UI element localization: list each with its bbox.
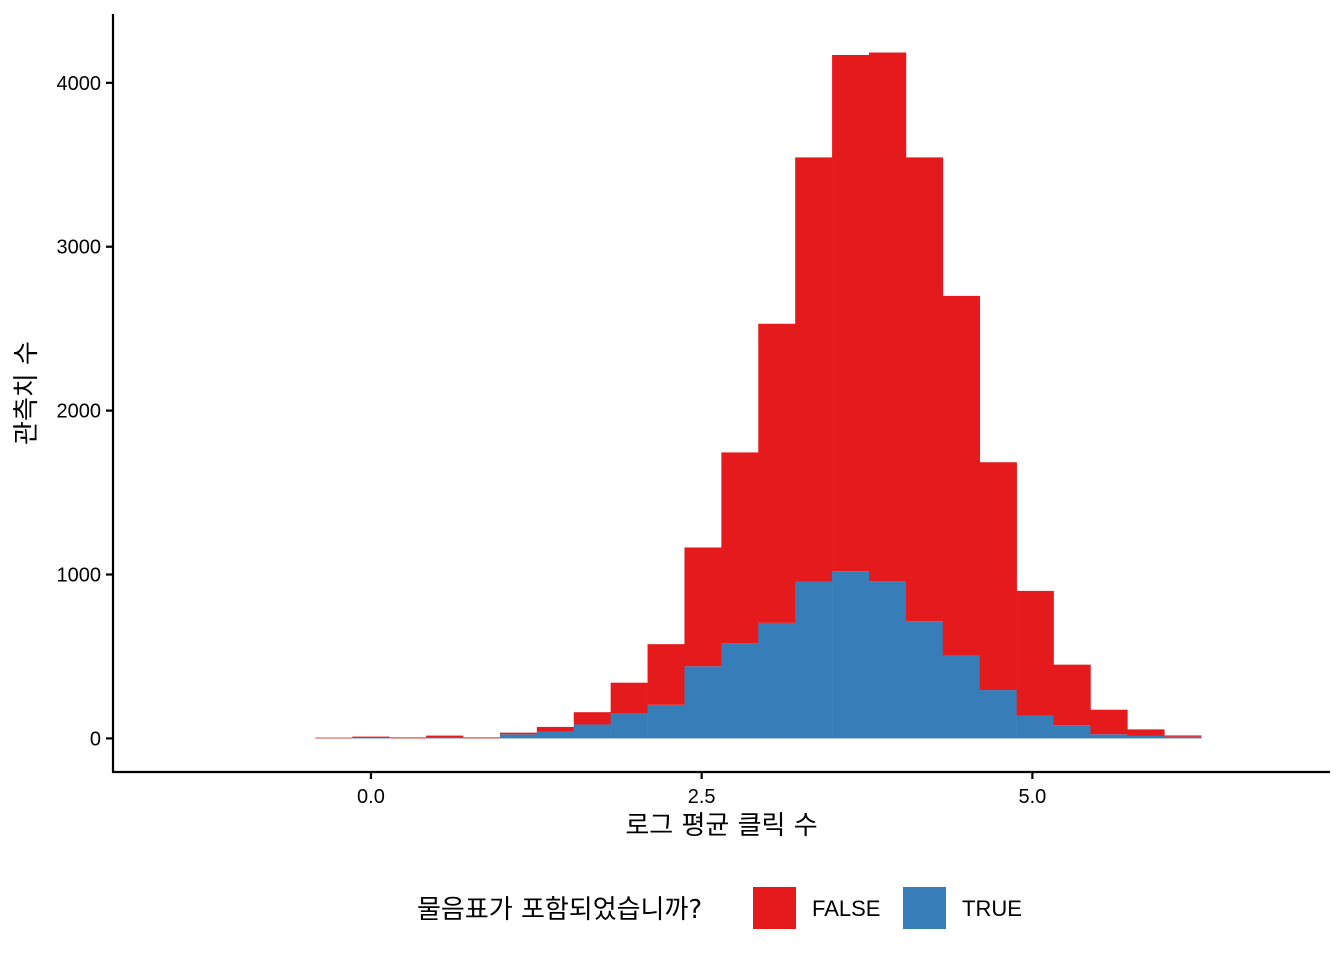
bar-false-2 <box>389 737 427 739</box>
legend-key-false <box>753 887 796 929</box>
bar-true-11 <box>721 643 759 739</box>
legend-label-true: TRUE <box>962 896 1022 921</box>
bar-false-9 <box>647 644 685 705</box>
bar-false-10 <box>684 547 722 667</box>
bar-true-8 <box>610 712 648 739</box>
bar-false-13 <box>795 157 833 582</box>
bar-false-0 <box>315 737 353 739</box>
bar-true-5 <box>499 734 538 739</box>
y-tick-label-4: 4000 <box>57 73 102 95</box>
y-axis-ticks: 0 1000 2000 3000 4000 <box>57 73 113 750</box>
bar-true-10 <box>684 666 722 739</box>
x-tick-label-1: 2.5 <box>688 786 716 808</box>
bar-false-7 <box>573 712 611 725</box>
bar-true-23 <box>1164 736 1202 739</box>
bar-false-1 <box>352 736 390 738</box>
bar-false-19 <box>1016 590 1054 716</box>
bar-true-17 <box>942 655 981 739</box>
bar-false-15 <box>868 52 907 582</box>
bar-true-19 <box>1016 715 1054 739</box>
bar-false-20 <box>1053 664 1091 726</box>
legend-label-false: FALSE <box>812 896 880 921</box>
bar-true-12 <box>758 622 796 739</box>
bar-false-14 <box>832 54 870 572</box>
bar-true-6 <box>536 731 575 739</box>
bar-true-14 <box>832 571 870 739</box>
bar-false-3 <box>426 735 464 738</box>
legend-entries: FALSE TRUE <box>753 887 1022 929</box>
bar-true-18 <box>979 690 1017 739</box>
bar-false-6 <box>536 726 575 732</box>
bar-true-3 <box>426 737 464 739</box>
legend: 물음표가 포함되었습니까? FALSE TRUE <box>417 887 1022 929</box>
bar-false-21 <box>1090 709 1128 735</box>
bar-false-5 <box>499 732 538 735</box>
legend-key-true <box>903 887 946 929</box>
bar-false-11 <box>721 452 759 644</box>
bar-true-13 <box>795 581 833 739</box>
bar-false-17 <box>942 295 981 656</box>
bar-false-16 <box>905 157 944 622</box>
bar-true-22 <box>1127 735 1165 739</box>
bar-true-9 <box>647 704 685 739</box>
x-axis-ticks: 0.0 2.5 5.0 <box>357 772 1046 808</box>
bar-true-21 <box>1090 734 1128 739</box>
bar-true-7 <box>573 724 611 739</box>
bar-true-15 <box>868 581 907 739</box>
y-tick-label-1: 1000 <box>57 565 102 587</box>
bar-false-8 <box>610 682 648 713</box>
bar-false-23 <box>1164 735 1202 737</box>
axes <box>111 14 1330 774</box>
x-axis-title: 로그 평균 클릭 수 <box>625 811 817 841</box>
bar-false-4 <box>463 737 501 739</box>
bar-true-20 <box>1053 725 1091 739</box>
y-tick-label-3: 3000 <box>57 237 102 259</box>
bar-false-22 <box>1127 729 1165 736</box>
histogram-bars <box>315 52 1202 739</box>
bar-false-12 <box>758 323 796 623</box>
y-tick-label-2: 2000 <box>57 401 102 423</box>
legend-title: 물음표가 포함되었습니까? <box>417 895 702 925</box>
bar-false-18 <box>979 462 1017 691</box>
x-tick-label-2: 5.0 <box>1018 786 1046 808</box>
x-tick-label-0: 0.0 <box>357 786 385 808</box>
bar-true-16 <box>905 621 944 739</box>
y-axis-title: 관측치 수 <box>12 341 42 445</box>
y-tick-label-0: 0 <box>90 728 101 750</box>
